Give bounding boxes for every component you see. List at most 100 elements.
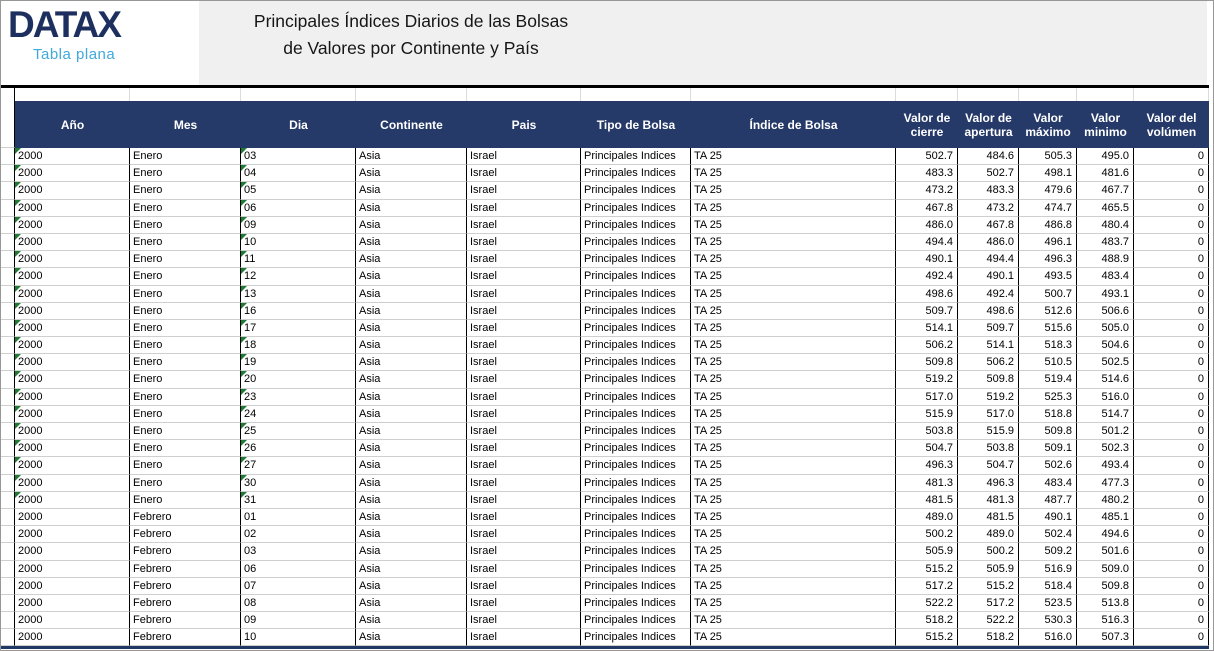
- table-cell-mes[interactable]: Enero: [130, 216, 241, 234]
- table-cell-valor_volumen[interactable]: 0: [1134, 319, 1209, 338]
- table-cell-ano[interactable]: 2000: [15, 148, 130, 166]
- table-cell-indice_bolsa[interactable]: TA 25: [691, 337, 896, 355]
- table-cell-valor_volumen[interactable]: 0: [1134, 543, 1209, 561]
- table-cell-ano[interactable]: 2000: [15, 371, 130, 389]
- table-cell-continente[interactable]: Asia: [356, 440, 467, 458]
- table-cell-valor_maximo[interactable]: 523.5: [1019, 594, 1077, 613]
- table-cell-continente[interactable]: Asia: [356, 302, 467, 320]
- table-cell-pais[interactable]: Israel: [467, 388, 581, 406]
- table-cell-pais[interactable]: Israel: [467, 543, 581, 561]
- table-cell-valor_volumen[interactable]: 0: [1134, 285, 1209, 303]
- table-cell-valor_apertura[interactable]: 522.2: [958, 612, 1019, 630]
- table-cell-continente[interactable]: Asia: [356, 526, 467, 544]
- table-cell-dia[interactable]: 26: [241, 440, 356, 458]
- table-cell-valor_minimo[interactable]: 483.7: [1077, 233, 1134, 252]
- table-cell-dia[interactable]: 09: [241, 612, 356, 630]
- table-cell-ano[interactable]: 2000: [15, 285, 130, 303]
- table-cell-dia[interactable]: 01: [241, 508, 356, 527]
- table-cell-continente[interactable]: Asia: [356, 199, 467, 217]
- table-cell-ano[interactable]: 2000: [15, 491, 130, 509]
- table-cell-mes[interactable]: Enero: [130, 302, 241, 320]
- table-cell-valor_apertura[interactable]: 481.3: [958, 491, 1019, 509]
- table-cell-tipo_bolsa[interactable]: Principales Indices: [581, 457, 691, 475]
- table-cell-pais[interactable]: Israel: [467, 182, 581, 200]
- table-cell-valor_maximo[interactable]: 509.2: [1019, 543, 1077, 561]
- table-cell-valor_apertura[interactable]: 467.8: [958, 216, 1019, 234]
- table-cell-valor_volumen[interactable]: 0: [1134, 612, 1209, 630]
- table-cell-pais[interactable]: Israel: [467, 216, 581, 234]
- table-cell-valor_volumen[interactable]: 0: [1134, 474, 1209, 492]
- table-cell-valor_apertura[interactable]: 517.2: [958, 594, 1019, 613]
- table-cell-valor_cierre[interactable]: 486.0: [896, 216, 958, 234]
- table-cell-dia[interactable]: 12: [241, 268, 356, 286]
- table-cell-continente[interactable]: Asia: [356, 268, 467, 286]
- table-cell-mes[interactable]: Febrero: [130, 612, 241, 630]
- table-cell-valor_cierre[interactable]: 483.3: [896, 165, 958, 183]
- table-cell-valor_minimo[interactable]: 495.0: [1077, 148, 1134, 166]
- table-cell-valor_volumen[interactable]: 0: [1134, 577, 1209, 595]
- table-cell-ano[interactable]: 2000: [15, 526, 130, 544]
- table-cell-valor_volumen[interactable]: 0: [1134, 337, 1209, 355]
- column-header-tipo-bolsa[interactable]: Tipo de Bolsa: [596, 117, 676, 132]
- table-cell-indice_bolsa[interactable]: TA 25: [691, 405, 896, 423]
- table-cell-valor_maximo[interactable]: 509.1: [1019, 440, 1077, 458]
- table-cell-valor_cierre[interactable]: 481.3: [896, 474, 958, 492]
- table-cell-indice_bolsa[interactable]: TA 25: [691, 371, 896, 389]
- table-cell-indice_bolsa[interactable]: TA 25: [691, 233, 896, 252]
- table-cell-valor_apertura[interactable]: 481.5: [958, 508, 1019, 527]
- table-cell-dia[interactable]: 06: [241, 560, 356, 578]
- column-header-ano[interactable]: Año: [60, 117, 85, 132]
- table-cell-valor_minimo[interactable]: 501.2: [1077, 423, 1134, 441]
- table-cell-pais[interactable]: Israel: [467, 526, 581, 544]
- table-cell-ano[interactable]: 2000: [15, 337, 130, 355]
- table-cell-valor_maximo[interactable]: 502.4: [1019, 526, 1077, 544]
- table-cell-pais[interactable]: Israel: [467, 594, 581, 613]
- table-cell-continente[interactable]: Asia: [356, 405, 467, 423]
- table-cell-ano[interactable]: 2000: [15, 543, 130, 561]
- table-cell-ano[interactable]: 2000: [15, 474, 130, 492]
- table-cell-indice_bolsa[interactable]: TA 25: [691, 302, 896, 320]
- table-cell-valor_apertura[interactable]: 506.2: [958, 354, 1019, 372]
- table-cell-valor_maximo[interactable]: 525.3: [1019, 388, 1077, 406]
- table-cell-mes[interactable]: Febrero: [130, 560, 241, 578]
- table-cell-tipo_bolsa[interactable]: Principales Indices: [581, 302, 691, 320]
- table-cell-dia[interactable]: 04: [241, 165, 356, 183]
- table-cell-valor_apertura[interactable]: 473.2: [958, 199, 1019, 217]
- table-cell-dia[interactable]: 24: [241, 405, 356, 423]
- table-cell-valor_volumen[interactable]: 0: [1134, 388, 1209, 406]
- column-header-mes[interactable]: Mes: [173, 117, 198, 132]
- table-cell-indice_bolsa[interactable]: TA 25: [691, 354, 896, 372]
- table-cell-valor_volumen[interactable]: 0: [1134, 629, 1209, 647]
- table-cell-valor_volumen[interactable]: 0: [1134, 233, 1209, 252]
- table-cell-indice_bolsa[interactable]: TA 25: [691, 457, 896, 475]
- table-cell-mes[interactable]: Febrero: [130, 577, 241, 595]
- table-cell-valor_cierre[interactable]: 509.7: [896, 302, 958, 320]
- table-cell-continente[interactable]: Asia: [356, 182, 467, 200]
- table-cell-valor_apertura[interactable]: 494.4: [958, 251, 1019, 269]
- table-cell-valor_minimo[interactable]: 513.8: [1077, 594, 1134, 613]
- table-cell-indice_bolsa[interactable]: TA 25: [691, 594, 896, 613]
- table-cell-pais[interactable]: Israel: [467, 508, 581, 527]
- table-cell-valor_volumen[interactable]: 0: [1134, 594, 1209, 613]
- table-cell-valor_volumen[interactable]: 0: [1134, 457, 1209, 475]
- table-cell-valor_minimo[interactable]: 483.4: [1077, 268, 1134, 286]
- table-cell-valor_volumen[interactable]: 0: [1134, 371, 1209, 389]
- table-cell-valor_minimo[interactable]: 509.8: [1077, 577, 1134, 595]
- table-cell-continente[interactable]: Asia: [356, 474, 467, 492]
- table-cell-valor_cierre[interactable]: 473.2: [896, 182, 958, 200]
- table-cell-valor_apertura[interactable]: 515.9: [958, 423, 1019, 441]
- table-cell-valor_volumen[interactable]: 0: [1134, 165, 1209, 183]
- table-cell-valor_maximo[interactable]: 487.7: [1019, 491, 1077, 509]
- table-cell-pais[interactable]: Israel: [467, 251, 581, 269]
- table-cell-mes[interactable]: Enero: [130, 251, 241, 269]
- table-cell-ano[interactable]: 2000: [15, 423, 130, 441]
- table-cell-tipo_bolsa[interactable]: Principales Indices: [581, 371, 691, 389]
- table-cell-valor_volumen[interactable]: 0: [1134, 491, 1209, 509]
- table-cell-dia[interactable]: 03: [241, 543, 356, 561]
- table-cell-valor_maximo[interactable]: 490.1: [1019, 508, 1077, 527]
- table-cell-valor_cierre[interactable]: 522.2: [896, 594, 958, 613]
- table-cell-indice_bolsa[interactable]: TA 25: [691, 491, 896, 509]
- table-cell-continente[interactable]: Asia: [356, 612, 467, 630]
- table-cell-continente[interactable]: Asia: [356, 508, 467, 527]
- table-cell-indice_bolsa[interactable]: TA 25: [691, 216, 896, 234]
